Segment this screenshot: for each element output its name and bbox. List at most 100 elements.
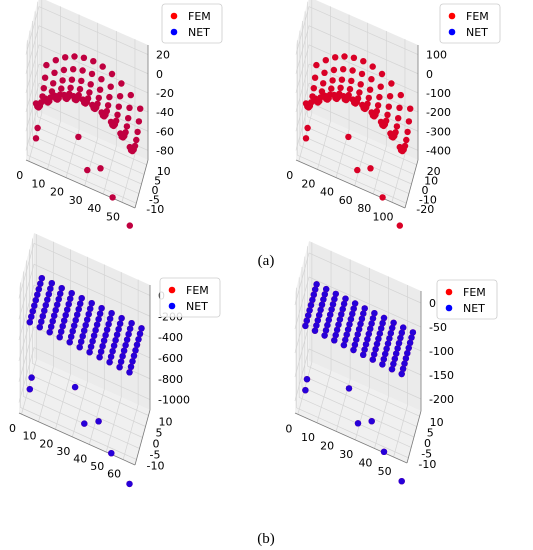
x-tick-label: 30 bbox=[56, 445, 70, 458]
net-point bbox=[408, 334, 415, 341]
net-point bbox=[58, 85, 65, 92]
net-point bbox=[37, 280, 44, 287]
z-gridline bbox=[25, 6, 149, 55]
net-point bbox=[108, 450, 115, 457]
z-tick-label: -80 bbox=[156, 144, 174, 157]
net-point bbox=[313, 281, 320, 288]
net-point bbox=[49, 318, 56, 325]
fem-point bbox=[365, 94, 372, 102]
x-gridline bbox=[65, 14, 80, 178]
fem-point bbox=[313, 61, 320, 69]
net-point bbox=[105, 321, 112, 328]
z-tick-label: 20 bbox=[156, 49, 170, 62]
net-point bbox=[87, 343, 95, 350]
net-point bbox=[350, 54, 358, 61]
y-tick-label: 20 bbox=[427, 165, 441, 178]
net-point bbox=[81, 420, 88, 427]
fem-point bbox=[90, 58, 97, 65]
net-point bbox=[126, 325, 134, 332]
net-point bbox=[357, 81, 364, 88]
net-point bbox=[107, 83, 114, 90]
net-point bbox=[397, 334, 404, 342]
fem-point bbox=[41, 74, 49, 81]
net-point bbox=[28, 313, 35, 320]
fem-point bbox=[311, 74, 319, 81]
net-point bbox=[405, 118, 413, 125]
net-point bbox=[79, 333, 86, 340]
legend-label: NET bbox=[186, 300, 208, 313]
fem-point bbox=[393, 123, 401, 130]
fem-point bbox=[108, 70, 116, 78]
y-gridline bbox=[32, 238, 149, 416]
net-point bbox=[96, 86, 104, 93]
net-point bbox=[58, 285, 65, 292]
net-point bbox=[387, 330, 394, 337]
net-point bbox=[58, 328, 65, 335]
legend-label: FEM bbox=[463, 286, 486, 299]
net-point bbox=[106, 315, 114, 322]
fem-point bbox=[87, 81, 94, 88]
net-point bbox=[96, 354, 103, 361]
x-tick-label: 20 bbox=[39, 437, 53, 450]
net-point bbox=[115, 326, 122, 333]
panel-b-left: 01020304050601050-5-100-200-400-600-800-… bbox=[9, 233, 221, 488]
net-point bbox=[302, 135, 310, 142]
net-point bbox=[398, 478, 405, 485]
net-point bbox=[43, 61, 50, 69]
net-point bbox=[125, 115, 132, 122]
net-point bbox=[349, 67, 356, 74]
net-point bbox=[320, 80, 327, 87]
net-point bbox=[29, 308, 36, 315]
net-point bbox=[377, 83, 384, 90]
net-point bbox=[335, 321, 342, 328]
net-point bbox=[34, 124, 41, 132]
net-point bbox=[382, 350, 389, 358]
fem-point bbox=[321, 92, 328, 99]
y-tick-label: 0 bbox=[424, 437, 431, 450]
net-point bbox=[118, 80, 125, 87]
fem-point bbox=[341, 53, 348, 60]
x-axis-line bbox=[18, 412, 136, 466]
net-point bbox=[109, 194, 116, 201]
fem-point bbox=[329, 77, 336, 84]
x-gridline bbox=[72, 256, 88, 438]
net-point bbox=[372, 346, 379, 353]
net-point bbox=[340, 300, 348, 308]
x-gridline bbox=[391, 39, 406, 203]
net-point bbox=[97, 348, 105, 355]
fem-point bbox=[379, 194, 386, 201]
net-point bbox=[96, 310, 104, 317]
net-point bbox=[107, 118, 115, 126]
z-tick-label: -1000 bbox=[158, 394, 190, 407]
net-point bbox=[38, 275, 45, 282]
net-point bbox=[98, 305, 105, 312]
fem-point bbox=[106, 93, 113, 101]
fem-point bbox=[42, 95, 49, 102]
net-point bbox=[359, 101, 366, 109]
x-tick-label: 0 bbox=[16, 169, 23, 182]
net-point bbox=[350, 305, 357, 312]
fem-point bbox=[135, 118, 143, 125]
net-point bbox=[127, 91, 134, 99]
net-point bbox=[108, 70, 116, 78]
fem-point bbox=[60, 66, 68, 74]
net-point bbox=[135, 118, 143, 125]
fem-point bbox=[366, 86, 374, 93]
net-point bbox=[59, 323, 66, 330]
x-gridline bbox=[28, 0, 43, 162]
net-point bbox=[367, 325, 374, 332]
fem-point bbox=[384, 111, 391, 119]
net-point bbox=[303, 317, 310, 324]
net-point bbox=[77, 300, 84, 307]
net-point bbox=[350, 346, 357, 354]
fem-point bbox=[330, 91, 338, 99]
net-point bbox=[75, 306, 82, 313]
net-point bbox=[103, 326, 111, 333]
x-tick-label: 20 bbox=[50, 186, 64, 199]
net-point bbox=[120, 347, 128, 354]
y-tick-label: 10 bbox=[430, 416, 444, 429]
net-point bbox=[378, 325, 385, 332]
panel-a-left: 010203040501050-5-10200-20-40-60-80FEMNE… bbox=[16, 0, 223, 229]
x-gridline bbox=[88, 264, 105, 445]
z-tick-label: -200 bbox=[426, 106, 451, 119]
